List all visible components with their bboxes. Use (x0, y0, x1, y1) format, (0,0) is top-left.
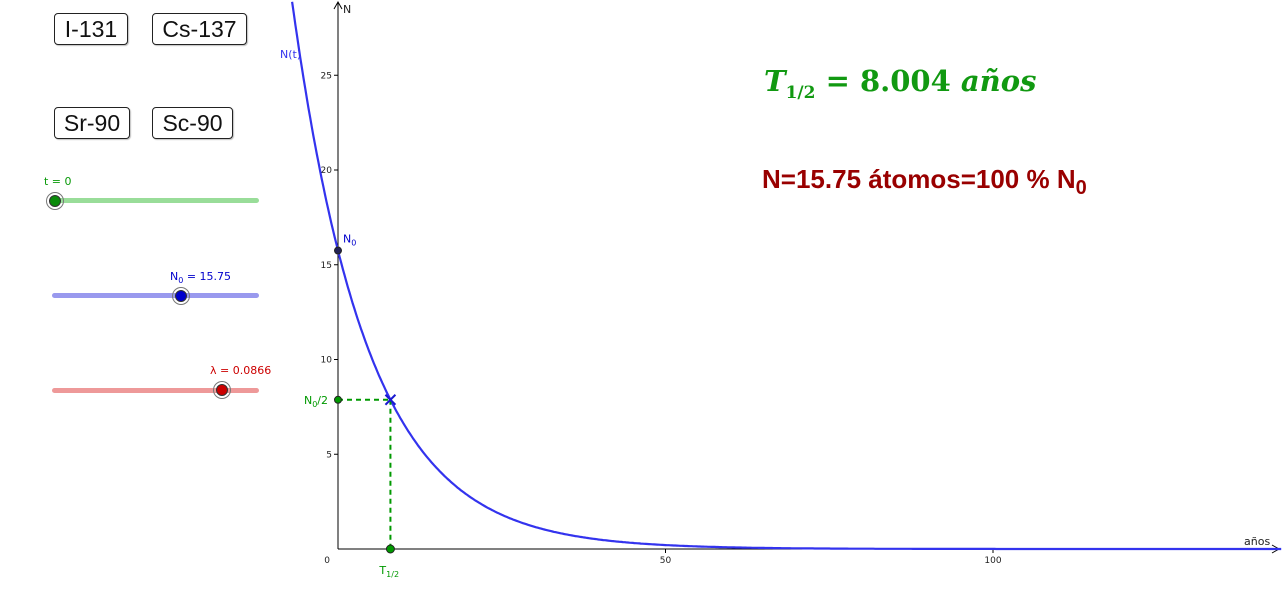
cs137-button[interactable]: Cs-137 (152, 13, 247, 45)
n0-point[interactable] (334, 246, 342, 255)
y-axis-title: N (343, 3, 351, 16)
half-n0-label: N0/2 (304, 394, 328, 409)
x-tick-label: 50 (660, 556, 672, 566)
half-life-axis-point[interactable] (385, 544, 395, 554)
y-tick-label: 10 (321, 356, 333, 366)
x-axis-title: años (1244, 535, 1270, 548)
n0-slider-track[interactable] (52, 293, 259, 298)
lambda-slider-track[interactable] (52, 388, 259, 393)
lambda-slider-knob[interactable] (216, 384, 228, 396)
sc90-button[interactable]: Sc-90 (152, 107, 233, 139)
t-slider-halo (46, 192, 64, 210)
y-tick-label: 25 (321, 71, 332, 81)
lambda-slider-halo (213, 381, 231, 399)
t-slider-label: t = 0 (44, 175, 72, 188)
tick-layer: 50 100 5 10 15 20 25 (321, 71, 1002, 566)
atoms-status: N=15.75 átomos=100 % N0 (762, 164, 1087, 200)
half-life-formula: T1/2 = 8.004 años (764, 64, 1037, 103)
n0-slider-halo (172, 287, 190, 305)
half-life-label: T1/2 (378, 564, 399, 579)
sr90-button[interactable]: Sr-90 (54, 107, 130, 139)
y-axis-arrow (333, 0, 343, 10)
t-slider-knob[interactable] (49, 195, 61, 207)
x-tick-label: 100 (984, 556, 1001, 566)
n0-slider-knob[interactable] (175, 290, 187, 302)
half-n0-axis-point (334, 395, 342, 404)
y-tick-label: 5 (326, 450, 332, 460)
y-tick-label: 20 (321, 166, 333, 176)
decay-curve (291, 1, 1282, 551)
i131-button[interactable]: I-131 (54, 13, 128, 45)
half-life-cross-stroke (384, 394, 397, 406)
lambda-slider-label: λ = 0.0866 (210, 364, 272, 377)
y-tick-label: 15 (321, 261, 332, 271)
n0-point-label: N0 (343, 233, 356, 248)
n0-slider-label: N0 = 15.75 (170, 270, 232, 286)
half-life-point[interactable] (384, 394, 397, 406)
origin-tick-label: 0 (324, 556, 330, 566)
curve-label: N(t) (280, 48, 301, 61)
t-slider-track[interactable] (52, 198, 259, 203)
